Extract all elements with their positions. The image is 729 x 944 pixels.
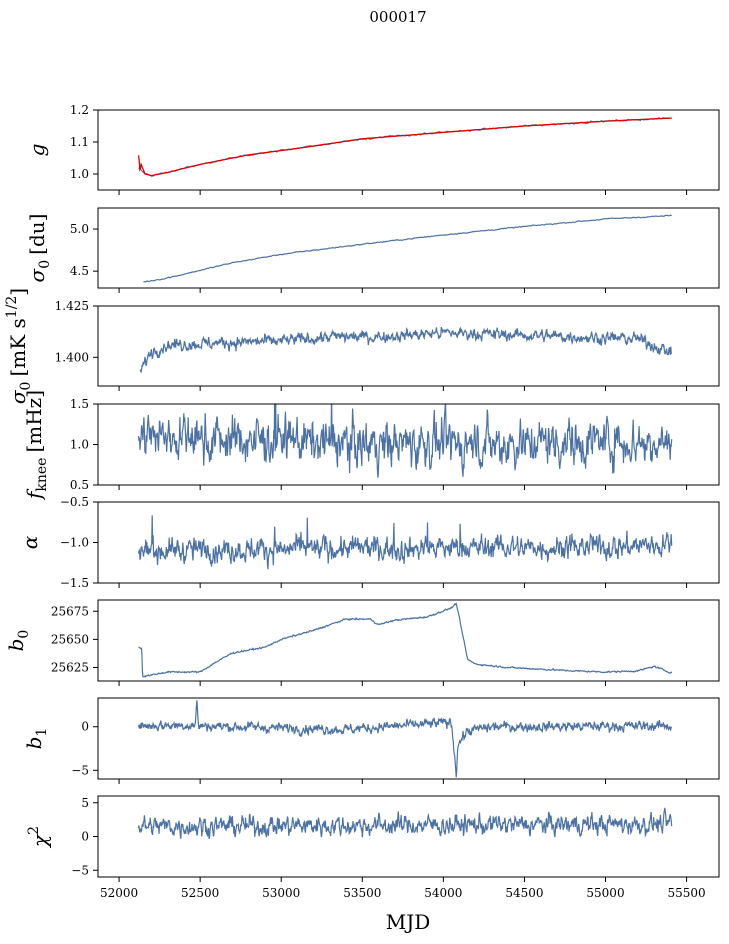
series-fknee <box>137 404 673 478</box>
ylabel-subscript: 0 <box>18 382 34 391</box>
panel-b1-ylabel: b1 <box>22 728 50 750</box>
x-tick-label: 54500 <box>505 886 543 900</box>
panel-chi2-frame <box>97 795 720 878</box>
panel-g-ytick-label: 1.0 <box>70 167 89 181</box>
panel-fknee-data <box>137 404 673 478</box>
panel-b1-data <box>137 700 673 778</box>
panel-g-ytick-label: 1.2 <box>70 103 89 117</box>
panel-b0-ylabel: b0 <box>4 630 32 652</box>
ylabel-symbol: α <box>18 535 42 549</box>
panel-sigma0_du: 4.5 5.0 σ0 [du] <box>25 207 720 293</box>
panel-alpha-ylabel: α <box>18 535 42 549</box>
panel-alpha-ytick-label: −0.5 <box>60 495 89 509</box>
panel-b0-ytick-label: 25675 <box>51 604 89 618</box>
ylabel-superscript: 2 <box>26 826 42 835</box>
ylabel-symbol: b <box>22 737 46 750</box>
panel-chi2-ytick-label: 0 <box>81 830 89 844</box>
panel-g-frame <box>97 109 720 191</box>
panel-fknee-ytick-label: 1.0 <box>70 438 89 452</box>
x-tick-label: 53500 <box>343 886 381 900</box>
panel-alpha-ytick-label: −1.5 <box>60 576 89 590</box>
series-g-fit <box>137 117 672 177</box>
panel-fknee-ytick-label: 1.5 <box>70 397 89 411</box>
x-tick-label: 54000 <box>424 886 462 900</box>
panel-sigma0_du-frame <box>97 207 720 289</box>
panel-chi2-ytick-label: −5 <box>71 863 89 877</box>
panel-sigma0_mk: 1.400 1.425 σ0 [mK s1/2] <box>4 288 720 404</box>
panel-sigma0_du-ytick-label: 5.0 <box>70 222 89 236</box>
panel-sigma0_du-data <box>143 214 672 283</box>
ylabel-unit: [du] <box>25 214 49 255</box>
figure-title: 000017 <box>369 8 426 26</box>
panel-g-data <box>137 116 672 177</box>
panel-b1-ytick-label: 0 <box>81 720 89 734</box>
ylabel-subscript: 0 <box>16 630 32 639</box>
panel-chi2-ylabel: χ2 <box>26 826 52 849</box>
ylabel-symbol: g <box>25 144 49 157</box>
panel-g-ytick-label: 1.1 <box>70 135 89 149</box>
panel-chi2-data <box>137 807 673 839</box>
panel-b0-frame <box>97 599 720 682</box>
x-tick-label: 55500 <box>667 886 705 900</box>
panel-alpha-ytick-label: −1.0 <box>60 536 89 550</box>
series-b1 <box>137 700 673 778</box>
ylabel-symbol: σ <box>6 389 30 404</box>
panel-chi2: −5 0 5 χ2 <box>26 795 720 882</box>
series-chi2 <box>137 807 673 839</box>
ylabel-symbol: χ <box>28 833 52 849</box>
ylabel-subscript: knee <box>34 458 50 492</box>
ylabel-superscript: 1/2 <box>4 296 20 319</box>
panel-alpha-data <box>137 515 673 570</box>
panel-alpha: −1.5 −1.0 −0.5 α <box>18 495 720 590</box>
x-tick-label: 53000 <box>262 886 300 900</box>
panel-sigma0_mk-data <box>139 326 673 374</box>
panel-b1-ytick-label: −5 <box>71 763 89 777</box>
series-b0 <box>138 602 673 678</box>
panel-g: 1.0 1.1 1.2 g <box>25 103 720 195</box>
panel-g-ylabel: g <box>25 144 49 157</box>
panel-sigma0_mk-ytick-label: 1.425 <box>55 299 89 313</box>
panel-sigma0_mk-frame <box>97 305 720 387</box>
series-g <box>138 116 672 177</box>
panel-b1: −5 0 b1 <box>22 697 720 784</box>
ylabel-subscript: 1 <box>34 728 50 737</box>
series-sigma0_mk <box>139 326 673 374</box>
ylabel-subscript: 0 <box>37 260 53 269</box>
panel-fknee-ytick-label: 0.5 <box>70 478 89 492</box>
x-axis-label: MJD <box>386 910 431 934</box>
panel-b0-data <box>138 602 673 678</box>
ylabel-unit: [mHz] <box>22 390 46 453</box>
panel-sigma0_du-ytick-label: 4.5 <box>70 264 89 278</box>
x-tick-label: 55000 <box>586 886 624 900</box>
panel-sigma0_mk-ylabel: σ0 [mK s1/2] <box>4 288 34 404</box>
ylabel-symbol: b <box>4 639 28 652</box>
ylabel-symbol: σ <box>25 267 49 282</box>
panel-fknee-ylabel: fknee[mHz] <box>22 390 50 501</box>
panel-sigma0_mk-ytick-label: 1.400 <box>55 350 89 364</box>
panel-b0: 25625 25650 25675 b0 <box>4 599 720 686</box>
panel-b1-frame <box>97 697 720 780</box>
panel-b0-ytick-label: 25650 <box>51 632 89 646</box>
series-sigma0_du <box>143 214 672 283</box>
ylabel-unit: [mK s <box>6 318 30 376</box>
panel-b0-ytick-label: 25625 <box>51 661 89 675</box>
series-alpha <box>137 515 673 570</box>
panel-sigma0_du-ylabel: σ0 [du] <box>25 214 53 283</box>
x-tick-label: 52000 <box>100 886 138 900</box>
ylabel-close: ] <box>6 288 30 296</box>
panel-chi2-ytick-label: 5 <box>81 796 89 810</box>
x-axis: 52000 52500 53000 53500 54000 54500 55000 55500 <box>100 886 706 900</box>
x-tick-label: 52500 <box>181 886 219 900</box>
